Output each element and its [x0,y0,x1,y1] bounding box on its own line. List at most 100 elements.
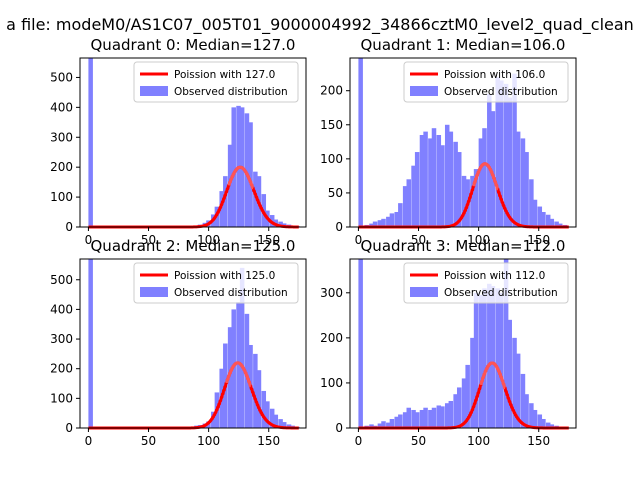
histogram-bar [478,138,484,227]
histogram-bar [490,111,496,227]
histogram-bar [478,295,484,428]
histogram-bar [386,216,391,227]
histogram-bar [236,301,241,428]
y-tick-label: 0 [65,220,73,234]
panel-title: Quadrant 1: Median=106.0 [361,36,566,54]
x-tick-label: 150 [257,434,280,448]
histogram-bar [227,327,233,428]
histogram-bar [358,259,363,428]
histogram-bar [428,409,433,428]
figure-suptitle: a file: modeM0/AS1C07_005T01_9000004992_… [6,15,634,35]
histogram-bar [281,422,287,428]
histogram-bar [495,288,500,428]
histogram-bar [461,378,467,428]
histogram-bar [369,424,374,428]
legend-hist-label: Observed distribution [174,287,288,299]
legend: Poission with 127.0 Observed distribution [133,61,299,103]
y-tick-label: 200 [50,160,73,174]
legend-hist-label: Observed distribution [444,86,558,98]
legend-line-label: Poission with 112.0 [444,270,545,282]
histogram-bar [411,165,416,227]
histogram-bar [386,422,391,428]
histogram-bar [369,223,374,227]
histogram-bar [495,77,500,227]
y-tick-label: 400 [50,302,73,316]
histogram-bar [372,221,378,227]
histogram-bar [524,152,529,227]
histogram-bar [545,422,551,428]
histogram-bar [461,175,467,227]
histogram-bar [453,394,458,428]
histogram-bar [529,179,534,227]
histogram-bar [524,394,529,428]
histogram-bar [431,407,437,428]
legend-hist-swatch [410,287,438,297]
x-tick-label: 150 [527,233,550,247]
histogram-bar [423,131,428,227]
histogram-bar [440,406,445,428]
histogram-bar [482,128,487,227]
histogram-bar [253,353,258,428]
histogram-bar [219,191,224,227]
histogram-bar [88,58,93,227]
x-tick-label: 0 [355,233,363,247]
histogram-bar [278,419,283,428]
chart-panel-2: Quadrant 2: Median=125.0 0 50 100 150 0 100 200… [50,237,307,448]
y-tick-label: 0 [65,421,73,435]
histogram-bar [473,292,479,428]
chart-panel-1: Quadrant 1: Median=106.0 0 50 100 150 0 50 100 1… [320,36,577,247]
histogram-bar [394,416,399,428]
histogram-bar [520,138,526,227]
histogram-bar [419,409,425,428]
histogram-bar [381,421,386,428]
histogram-bar [358,58,363,227]
histogram-bars [358,259,559,428]
histogram-bar [248,122,253,227]
x-tick-label: 50 [411,434,426,448]
histogram-bar [88,259,93,428]
histogram-bar [419,135,425,227]
legend-box [403,262,569,304]
legend-line-label: Poission with 125.0 [174,270,275,282]
x-tick-label: 50 [141,434,156,448]
legend-box [133,262,299,304]
histogram-bar [448,400,454,428]
histogram-bar [532,409,538,428]
histogram-bar [244,113,250,227]
axes-frame [349,57,577,228]
histogram-bar [394,212,399,227]
histogram-bar [470,175,475,227]
histogram-bar [436,405,442,428]
axes-frame [349,258,577,429]
histogram-bar [512,73,517,227]
histogram-bar [448,131,454,227]
histogram-bar [381,218,386,227]
histogram-bar [411,409,416,428]
x-tick-label: 0 [355,434,363,448]
histogram-bar [261,390,267,428]
histogram-bar [515,131,521,227]
histogram-bar [453,141,458,227]
histogram-bar [286,424,292,428]
histogram-bar [377,423,383,428]
histogram-bar [557,223,563,227]
histogram-bar [398,414,403,428]
histogram-bar [377,220,383,227]
legend: Poission with 125.0 Observed distribution [133,262,299,304]
histogram-bar [520,373,526,428]
y-tick-label: 500 [50,273,73,287]
histogram-bar [278,221,283,227]
panel-title: Quadrant 0: Median=127.0 [91,36,296,54]
histogram-bar [490,286,496,428]
chart-panel-0: Quadrant 0: Median=127.0 0 50 100 150 0 100 200… [50,36,307,247]
legend-hist-label: Observed distribution [174,86,288,98]
y-tick-label: 500 [50,70,73,84]
histogram-bar [456,387,462,428]
legend: Poission with 106.0 Observed distribution [403,61,569,103]
y-tick-label: 50 [328,186,343,200]
y-tick-label: 100 [50,190,73,204]
histogram-bar [503,83,509,227]
histogram-bar [487,283,492,428]
histogram-bar [253,171,258,227]
